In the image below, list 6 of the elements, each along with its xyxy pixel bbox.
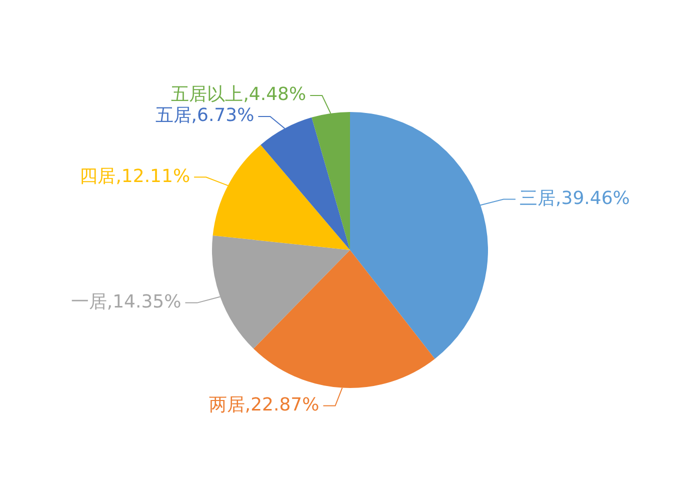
slice-label: 五居以上,4.48% (171, 84, 306, 106)
slice-label: 四居,12.11% (80, 166, 190, 187)
slice-label: 三居,39.46% (520, 188, 630, 209)
slice-label: 五居,6.73% (155, 105, 254, 126)
slice-label: 一居,14.35% (70, 291, 182, 312)
slice-label: 两居,22.87% (208, 394, 320, 416)
